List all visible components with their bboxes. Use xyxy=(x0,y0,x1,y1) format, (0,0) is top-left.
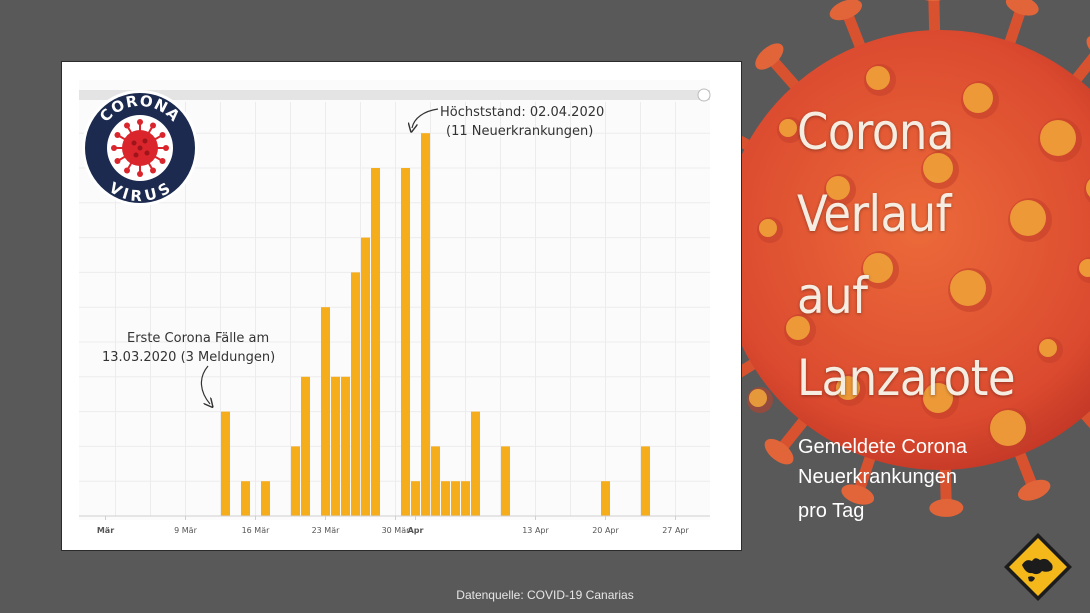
virus-spot xyxy=(923,383,953,413)
bar-13.03. xyxy=(221,411,230,516)
peak-annotation-line1: Höchststand: 02.04.2020 xyxy=(440,105,604,120)
virus-spot xyxy=(1040,120,1076,156)
x-tick-label: Mär xyxy=(97,526,114,535)
bar-04.04. xyxy=(441,481,450,516)
virus-spot xyxy=(963,83,993,113)
virus-spot xyxy=(1079,259,1090,277)
bar-03.04. xyxy=(431,446,440,516)
virus-spot xyxy=(990,410,1026,446)
x-tick-label: 23 Mär xyxy=(312,526,341,535)
subline-line-2: Neuerkrankungen xyxy=(798,466,957,488)
badge-virus-tip xyxy=(137,119,143,125)
x-tick-label: 13 Apr xyxy=(522,526,549,535)
bar-26.03. xyxy=(351,272,360,516)
bar-17.03. xyxy=(261,481,270,516)
badge-virus-dot xyxy=(142,138,148,144)
virus-spot xyxy=(836,376,860,400)
virus-spot xyxy=(923,153,953,183)
virus-spike-tip xyxy=(755,43,784,70)
bar-23.03. xyxy=(321,307,330,516)
badge-virus-dot xyxy=(131,140,137,146)
x-tick-label: 9 Mär xyxy=(174,526,197,535)
x-tick-label: 20 Apr xyxy=(592,526,619,535)
chart-menu-icon[interactable] xyxy=(697,88,711,102)
bar-25.03. xyxy=(341,376,350,516)
peak-annotation-arrow xyxy=(412,108,439,128)
badge-virus-tip xyxy=(150,167,156,174)
badge-virus-tip xyxy=(137,171,143,177)
peak-annotation-line2: (11 Neuerkrankungen) xyxy=(446,124,593,139)
badge-virus-icon xyxy=(111,119,169,177)
badge-virus-tip xyxy=(114,158,121,164)
bar-05.04. xyxy=(451,481,460,516)
badge-virus-dot xyxy=(137,145,143,151)
bar-27.03. xyxy=(361,237,370,516)
bar-02.04. xyxy=(421,133,430,516)
first-cases-annotation-line1: Erste Corona Fälle am xyxy=(127,331,269,346)
bar-15.03. xyxy=(241,481,250,516)
first-cases-annotation-line2: 13.03.2020 (3 Meldungen) xyxy=(102,350,275,365)
headline-line-1: Corona xyxy=(797,103,954,161)
first-cases-annotation-arrow xyxy=(200,365,210,404)
badge-virus-tip xyxy=(111,145,117,151)
x-tick-label: 27 Apr xyxy=(662,526,689,535)
virus-spike-tip xyxy=(829,0,863,21)
virus-spot xyxy=(866,66,890,90)
virus-spot xyxy=(863,253,893,283)
bar-31.03. xyxy=(401,168,410,516)
badge-virus-tip xyxy=(163,145,169,151)
badge-virus-dot xyxy=(144,150,150,156)
headline-line-4: Lanzarote xyxy=(797,349,1016,407)
bar-07.04. xyxy=(471,411,480,516)
virus-spike-tip xyxy=(764,438,794,465)
chart-bars xyxy=(221,133,650,516)
bar-24.04. xyxy=(641,446,650,516)
virus-spot xyxy=(826,176,850,200)
x-tick-label: Apr xyxy=(408,526,424,535)
badge-virus-tip xyxy=(124,122,130,129)
virus-spike-tip xyxy=(841,484,875,505)
bar-10.04. xyxy=(501,446,510,516)
badge-virus-tip xyxy=(114,132,121,138)
bar-06.04. xyxy=(461,481,470,516)
virus-spike-tip xyxy=(1005,0,1039,16)
x-tick-label: 16 Mär xyxy=(242,526,271,535)
headline-line-2: Verlauf xyxy=(797,185,951,243)
badge-virus-dot xyxy=(133,152,139,158)
badge-virus-tip xyxy=(159,158,166,164)
subline-line-1: Gemeldete Corona xyxy=(798,436,967,458)
corona-virus-badge: CORONA VIRUS xyxy=(82,90,198,206)
bar-01.04. xyxy=(411,481,420,516)
bar-21.03. xyxy=(301,376,310,516)
site-logo[interactable] xyxy=(1002,531,1074,603)
badge-virus-tip xyxy=(150,122,156,129)
bar-28.03. xyxy=(371,168,380,516)
chart-header-bar xyxy=(79,90,710,100)
virus-spot xyxy=(1010,200,1046,236)
virus-spot xyxy=(1086,179,1090,197)
chart-frame: Mär 9 Mär 16 Mär 23 Mär 30 Mär Apr 13 Apr 20 Ap… xyxy=(61,61,742,551)
virus-spot xyxy=(1039,339,1057,357)
virus-spot xyxy=(950,270,986,306)
virus-spot xyxy=(759,219,777,237)
x-tick-label: 30 Mär xyxy=(382,526,411,535)
virus-spot xyxy=(779,119,797,137)
bar-20.04. xyxy=(601,481,610,516)
virus-spike-tip xyxy=(929,498,964,517)
bar-24.03. xyxy=(331,376,340,516)
subline-line-3: pro Tag xyxy=(798,500,865,522)
data-source-caption: Datenquelle: COVID-19 Canarias xyxy=(456,588,634,602)
badge-virus-tip xyxy=(124,167,130,174)
headline-line-3: auf xyxy=(797,267,868,325)
virus-spike-tip xyxy=(1017,479,1051,501)
virus-spot xyxy=(786,316,810,340)
virus-spot xyxy=(749,389,767,407)
bar-20.03. xyxy=(291,446,300,516)
badge-virus-tip xyxy=(159,132,166,138)
virus-body xyxy=(720,30,1090,470)
